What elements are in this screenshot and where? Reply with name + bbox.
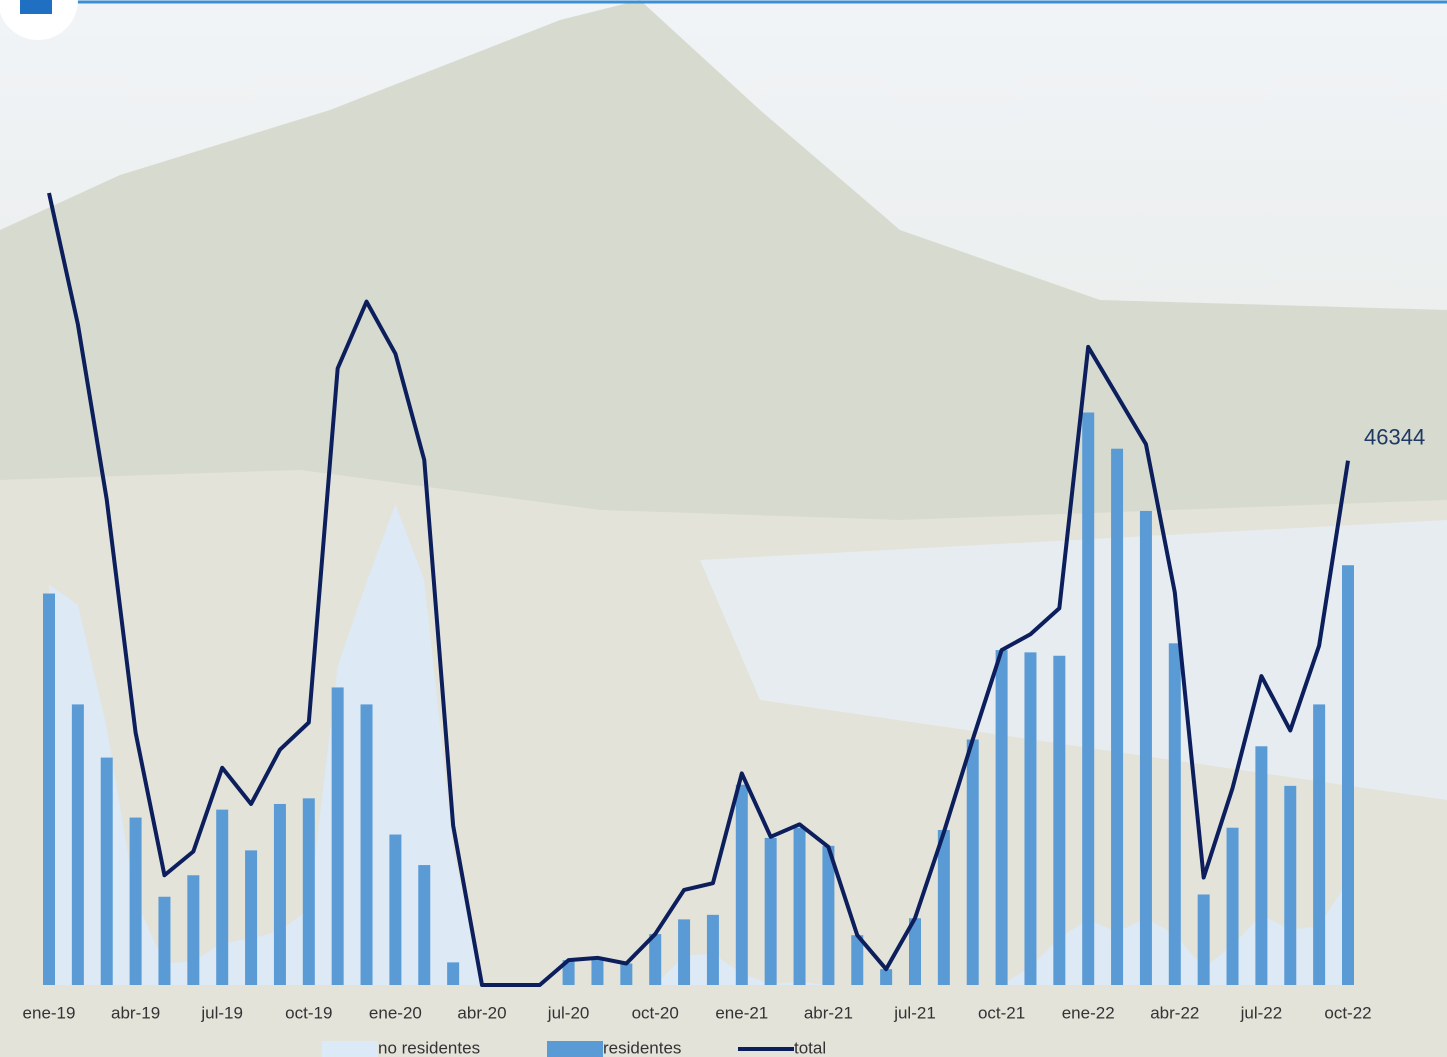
x-tick-label: abr-21 xyxy=(804,1003,853,1022)
x-tick-label: oct-20 xyxy=(632,1003,679,1022)
bar xyxy=(938,830,950,985)
bar xyxy=(678,919,690,985)
bar xyxy=(1284,786,1296,985)
bar xyxy=(1053,656,1065,985)
bar xyxy=(591,958,603,985)
bar xyxy=(1198,894,1210,985)
bar xyxy=(707,915,719,985)
bar xyxy=(418,865,430,985)
bar xyxy=(245,850,257,985)
bar xyxy=(1082,412,1094,985)
bar xyxy=(765,838,777,985)
bar xyxy=(996,650,1008,985)
bar xyxy=(822,846,834,985)
legend-label: no residentes xyxy=(378,1038,480,1057)
bar xyxy=(303,798,315,985)
bar xyxy=(1227,828,1239,985)
bar xyxy=(1313,704,1325,985)
bar xyxy=(389,835,401,985)
bar xyxy=(43,594,55,985)
bar xyxy=(361,704,373,985)
bar xyxy=(1255,746,1267,985)
legend-swatch xyxy=(547,1041,603,1057)
bar xyxy=(1024,652,1036,985)
bar xyxy=(101,758,113,985)
x-tick-label: oct-22 xyxy=(1324,1003,1371,1022)
legend-label: total xyxy=(794,1038,826,1057)
bar xyxy=(274,804,286,985)
x-tick-label: ene-21 xyxy=(715,1003,768,1022)
bar xyxy=(1342,565,1354,985)
bar xyxy=(736,785,748,985)
x-tick-label: jul-19 xyxy=(200,1003,243,1022)
x-tick-label: abr-19 xyxy=(111,1003,160,1022)
bar xyxy=(216,810,228,985)
x-tick-label: jul-20 xyxy=(547,1003,590,1022)
chart: 46344 ene-19 abr-19 jul-19 oct-19 ene-20 abr-2… xyxy=(0,0,1447,1057)
x-tick-label: oct-19 xyxy=(285,1003,332,1022)
x-tick-label: oct-21 xyxy=(978,1003,1025,1022)
bar xyxy=(130,818,142,985)
x-tick-label: ene-22 xyxy=(1062,1003,1115,1022)
x-tick-label: jul-22 xyxy=(1240,1003,1283,1022)
x-tick-label: jul-21 xyxy=(893,1003,936,1022)
x-tick-label: abr-22 xyxy=(1150,1003,1199,1022)
bar xyxy=(1111,449,1123,985)
bar xyxy=(1140,511,1152,985)
legend-label: residentes xyxy=(603,1038,681,1057)
legend-swatch xyxy=(322,1041,378,1057)
x-tick-label: ene-19 xyxy=(23,1003,76,1022)
bar xyxy=(72,704,84,985)
x-tick-label: abr-20 xyxy=(457,1003,506,1022)
bar xyxy=(332,687,344,985)
bar xyxy=(880,969,892,985)
bar xyxy=(620,964,632,985)
bar xyxy=(158,897,170,985)
x-tick-label: ene-20 xyxy=(369,1003,422,1022)
bar xyxy=(794,828,806,985)
bar xyxy=(187,875,199,985)
logo xyxy=(20,0,52,14)
bar xyxy=(967,739,979,985)
bar xyxy=(447,962,459,985)
data-label: 46344 xyxy=(1364,424,1425,449)
bar xyxy=(649,934,661,985)
bar xyxy=(1169,643,1181,985)
